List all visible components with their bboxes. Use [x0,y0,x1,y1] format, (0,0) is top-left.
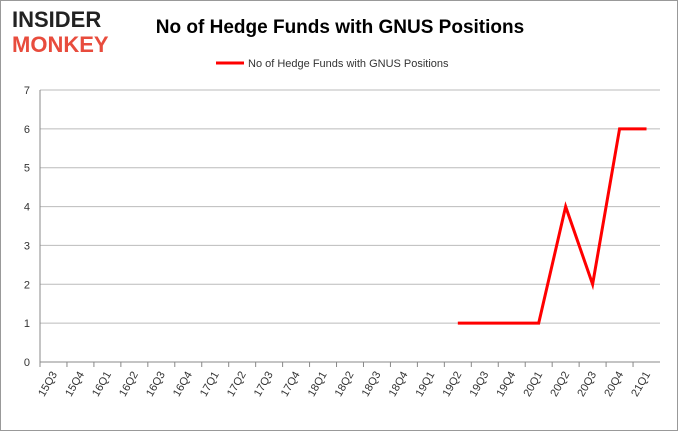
y-tick-label: 5 [24,163,30,175]
chart-title: No of Hedge Funds with GNUS Positions [156,17,524,38]
y-tick-label: 1 [24,318,30,330]
legend-label: No of Hedge Funds with GNUS Positions [248,58,449,70]
logo-line2: MONKEY [12,32,109,57]
y-tick-label: 2 [24,279,30,291]
data-line [457,127,647,325]
y-tick-label: 6 [24,124,30,136]
y-tick-label: 4 [24,202,30,214]
logo-line1: INSIDER [12,7,101,32]
y-tick-label: 0 [24,357,30,369]
y-tick-label: 7 [24,85,30,97]
y-tick-label: 3 [24,240,30,252]
